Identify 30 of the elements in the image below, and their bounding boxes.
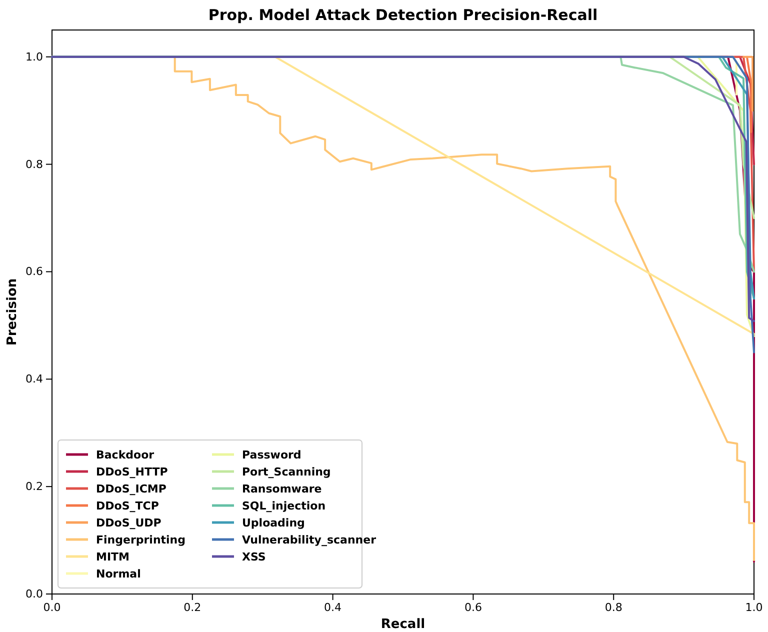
- y-axis-title: Precision: [5, 278, 20, 346]
- x-tick-label: 0.6: [464, 600, 482, 614]
- legend-label: XSS: [242, 550, 266, 564]
- chart-title: Prop. Model Attack Detection Precision-Recall: [208, 6, 598, 24]
- legend-label: DDoS_TCP: [96, 499, 159, 512]
- legend-label: Vulnerability_scanner: [242, 533, 377, 546]
- x-tick-label: 0.8: [604, 600, 622, 614]
- y-tick-label: 0.0: [26, 588, 43, 601]
- legend-label: Ransomware: [242, 482, 322, 496]
- legend-label: MITM: [96, 550, 130, 564]
- y-tick-label: 0.6: [26, 265, 43, 278]
- legend-label: Password: [242, 448, 302, 462]
- y-tick-label: 0.2: [26, 480, 43, 494]
- legend-label: Backdoor: [96, 448, 155, 462]
- legend-label: DDoS_HTTP: [96, 465, 168, 478]
- legend-label: Port_Scanning: [242, 465, 331, 478]
- legend-label: DDoS_UDP: [96, 516, 162, 530]
- x-tick-label: 1.0: [745, 600, 763, 614]
- x-tick-label: 0.2: [184, 600, 202, 614]
- y-tick-label: 1.0: [26, 50, 43, 64]
- y-tick-label: 0.8: [26, 158, 43, 171]
- legend-label: SQL_injection: [242, 499, 326, 512]
- x-tick-label: 0.4: [324, 600, 342, 614]
- y-tick-label: 0.4: [26, 372, 43, 386]
- legend-label: Fingerprinting: [96, 533, 186, 546]
- x-axis-title: Recall: [380, 617, 426, 632]
- x-tick-label: 0.0: [43, 600, 61, 614]
- legend-label: Normal: [96, 567, 141, 580]
- legend-label: Uploading: [242, 516, 305, 530]
- legend-label: DDoS_ICMP: [96, 482, 166, 496]
